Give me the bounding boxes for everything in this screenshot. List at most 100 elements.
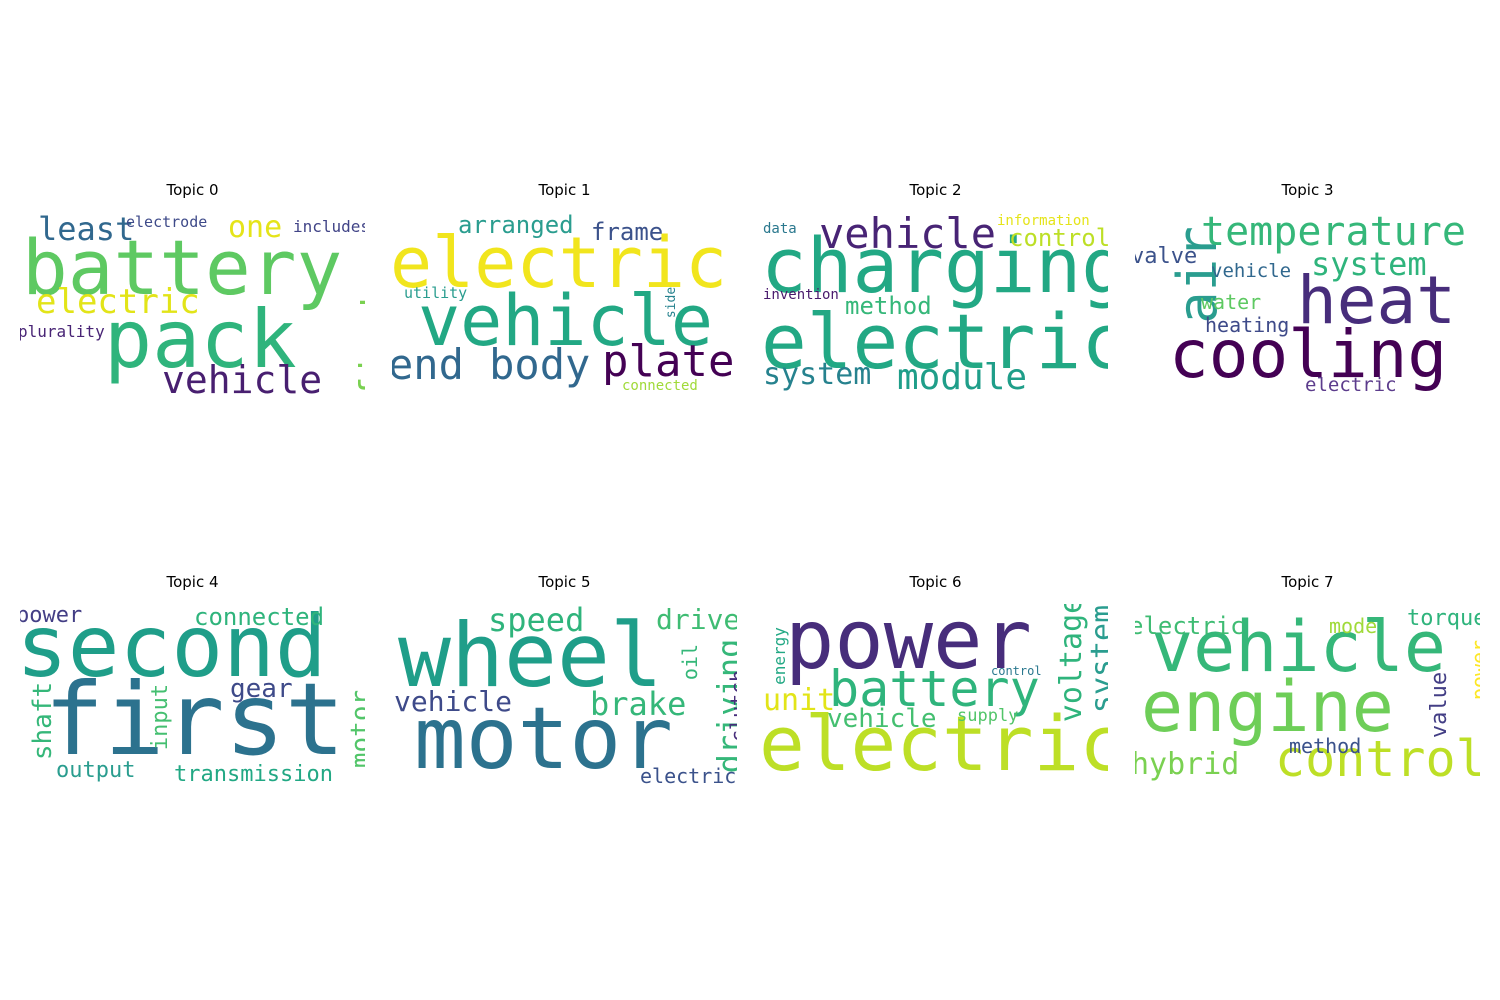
panel-title: Topic 5	[538, 573, 591, 591]
cloud-word: value	[1427, 671, 1453, 739]
panel-title: Topic 3	[1281, 181, 1334, 199]
wordcloud-panel-topic-5: Topic 5 wheel motor speed drive vehicle …	[392, 573, 737, 794]
cloud-word: speed	[488, 604, 585, 639]
panel-title: Topic 6	[909, 573, 962, 591]
cloud-word: cooling	[1169, 316, 1448, 393]
cloud-word: pack	[104, 293, 297, 386]
cloud-word: energy	[769, 627, 789, 685]
cloud-word: second	[20, 604, 327, 697]
cloud-word: motor	[414, 689, 673, 789]
cloud-word: control	[991, 664, 1042, 678]
cloud-word: includes	[293, 217, 365, 236]
cloud-word: electric	[1305, 374, 1397, 396]
cloud-word: invention	[763, 287, 839, 303]
wordcloud-panel-topic-1: Topic 1 electric vehicle plate end body …	[392, 181, 737, 402]
cloud-word: electric	[1135, 612, 1245, 640]
word-cloud: battery pack vehicle electric least one …	[20, 212, 365, 402]
word-cloud: second first connected power gear shaft …	[20, 604, 365, 794]
cloud-word: system	[1085, 604, 1108, 714]
cloud-word: end body	[392, 340, 591, 389]
cloud-word: input	[148, 683, 174, 751]
cloud-word: data	[763, 221, 797, 237]
cloud-word: electrode	[126, 213, 208, 231]
wordcloud-panel-topic-4: Topic 4 second first connected power gea…	[20, 573, 365, 794]
cloud-word: vehicle	[418, 280, 714, 362]
cloud-word: method	[1289, 734, 1362, 758]
cloud-word: arranged	[458, 212, 574, 239]
cloud-word: module	[897, 357, 1028, 398]
cloud-word: one	[228, 212, 283, 245]
cloud-word: hybrid	[1135, 747, 1240, 782]
cloud-word: brake	[590, 685, 687, 723]
cloud-word: first	[44, 661, 346, 778]
cloud-word: drive	[656, 604, 737, 636]
cloud-word: control	[1009, 224, 1108, 252]
wordcloud-panel-topic-6: Topic 6 power battery electric voltage s…	[763, 573, 1108, 794]
cloud-word: system	[763, 357, 872, 392]
cloud-word: method	[845, 292, 932, 320]
cloud-word: side	[664, 286, 680, 319]
cloud-word: output	[56, 758, 136, 783]
cloud-word: electric	[763, 699, 1108, 788]
cloud-word: vehicle	[394, 685, 513, 718]
cloud-word: vehicle	[1151, 606, 1447, 688]
word-cloud: charging electric vehicle module system …	[763, 212, 1108, 402]
cloud-word: power	[20, 604, 83, 628]
panel-title: Topic 1	[538, 181, 591, 199]
cloud-word: electric	[36, 282, 200, 322]
cloud-word: gear	[230, 674, 293, 704]
word-cloud: power battery electric voltage system un…	[763, 604, 1108, 794]
wordcloud-panel-topic-0: Topic 0 battery pack vehicle electric le…	[20, 181, 365, 402]
cloud-word: shaft	[28, 681, 59, 761]
panel-title: Topic 0	[166, 181, 219, 199]
cloud-word: transmission	[174, 762, 333, 787]
cloud-word: electric	[392, 222, 728, 304]
cloud-word: system	[1311, 245, 1427, 283]
cloud-word: information	[997, 213, 1090, 229]
word-cloud: cooling heat air temperature system valv…	[1135, 212, 1480, 402]
cloud-word: vehicle	[819, 212, 997, 258]
cloud-word: motor	[346, 689, 365, 769]
cloud-word: charging	[763, 221, 1108, 310]
wordcloud-panel-topic-7: Topic 7 vehicle engine control electric …	[1135, 573, 1480, 794]
cloud-word: vehicle	[162, 358, 323, 402]
cloud-word: control	[1275, 730, 1480, 788]
cloud-word: plurality	[20, 322, 105, 341]
cloud-word: frame	[591, 218, 664, 246]
cloud-word: torque	[1407, 606, 1480, 631]
word-cloud: wheel motor speed drive vehicle brake oi…	[392, 604, 737, 794]
cloud-word: power	[1467, 639, 1480, 701]
cloud-word: vehicle	[827, 704, 937, 734]
cloud-word: battery	[22, 223, 343, 312]
cloud-word: first	[353, 289, 365, 399]
word-cloud: vehicle engine control electric hybrid m…	[1135, 604, 1480, 794]
word-cloud: electric vehicle plate end body arranged…	[392, 212, 737, 402]
cloud-word: heating	[1205, 313, 1290, 337]
cloud-word: least	[38, 212, 135, 248]
panel-title: Topic 4	[166, 573, 219, 591]
cloud-word: plate	[602, 336, 735, 387]
cloud-word: valve	[1135, 244, 1198, 269]
panel-title: Topic 2	[909, 181, 962, 199]
cloud-word: unit	[763, 683, 836, 718]
cloud-word: water	[1201, 290, 1262, 314]
cloud-word: temperature	[1201, 212, 1466, 255]
cloud-word: electric	[763, 297, 1108, 386]
panel-title: Topic 7	[1281, 573, 1334, 591]
wordcloud-panel-topic-3: Topic 3 cooling heat air temperature sys…	[1135, 181, 1480, 402]
cloud-word: vehicle	[1211, 260, 1292, 282]
cloud-word: connected	[622, 378, 698, 394]
wordcloud-panel-topic-2: Topic 2 charging electric vehicle module…	[763, 181, 1108, 402]
cloud-word: power	[785, 604, 1032, 688]
cloud-word: engine	[1141, 666, 1394, 748]
cloud-word: oil	[678, 643, 703, 681]
cloud-word: battery	[829, 660, 1040, 718]
cloud-word: utility	[404, 284, 468, 302]
cloud-word: electric	[640, 764, 737, 788]
cloud-word: connected	[194, 604, 325, 631]
cloud-word: heat	[1297, 262, 1456, 339]
cloud-word: mode	[1329, 614, 1378, 638]
cloud-word: supply	[957, 706, 1019, 726]
cloud-word: voltage	[1054, 604, 1090, 723]
